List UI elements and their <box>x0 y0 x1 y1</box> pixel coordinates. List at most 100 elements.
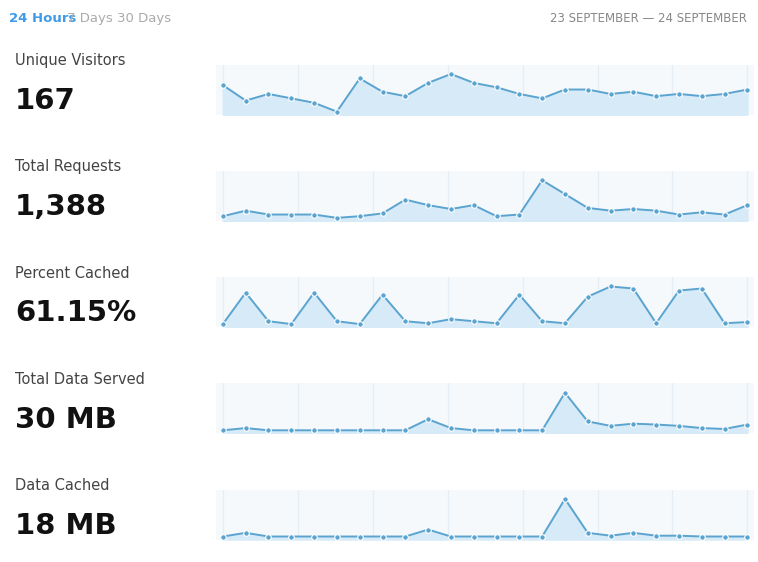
Point <box>490 426 503 435</box>
Point <box>445 205 457 214</box>
Point <box>604 206 616 215</box>
Point <box>377 532 389 541</box>
Point <box>308 210 320 219</box>
Point <box>490 212 503 221</box>
Point <box>445 424 457 433</box>
Point <box>719 532 731 541</box>
Point <box>604 531 616 540</box>
Point <box>719 210 731 219</box>
Point <box>377 209 389 218</box>
Point <box>217 426 229 435</box>
Text: 18 MB: 18 MB <box>15 512 117 540</box>
Point <box>240 288 252 297</box>
Point <box>285 210 297 219</box>
Text: Percent Cached: Percent Cached <box>15 266 130 280</box>
Point <box>445 532 457 541</box>
Point <box>330 214 343 223</box>
Point <box>513 290 525 299</box>
Point <box>604 422 616 430</box>
Point <box>719 319 731 328</box>
Text: 1,388: 1,388 <box>15 193 107 221</box>
Point <box>741 85 753 94</box>
Point <box>354 320 366 329</box>
Point <box>650 319 662 328</box>
Point <box>673 89 685 98</box>
Point <box>285 94 297 103</box>
Point <box>217 320 229 329</box>
Point <box>330 532 343 541</box>
Point <box>377 426 389 435</box>
Point <box>445 70 457 79</box>
Point <box>559 495 571 504</box>
Point <box>377 87 389 96</box>
Point <box>696 284 708 293</box>
Text: Total Requests: Total Requests <box>15 160 121 174</box>
Point <box>262 317 274 326</box>
Point <box>285 426 297 435</box>
Point <box>536 94 548 103</box>
Point <box>422 78 434 87</box>
Point <box>240 424 252 433</box>
Point <box>650 92 662 101</box>
Text: 23 SEPTEMBER — 24 SEPTEMBER: 23 SEPTEMBER — 24 SEPTEMBER <box>550 12 747 25</box>
Point <box>581 528 594 537</box>
Point <box>354 426 366 435</box>
Point <box>468 426 480 435</box>
Point <box>536 317 548 326</box>
Text: 30 MB: 30 MB <box>15 406 117 434</box>
Point <box>330 426 343 435</box>
Point <box>719 424 731 433</box>
Point <box>581 85 594 94</box>
Point <box>354 532 366 541</box>
Point <box>217 80 229 89</box>
Point <box>673 422 685 430</box>
Point <box>719 89 731 98</box>
Point <box>513 210 525 219</box>
Point <box>650 206 662 215</box>
Point <box>377 290 389 299</box>
Point <box>468 317 480 326</box>
Point <box>559 189 571 198</box>
Point <box>262 426 274 435</box>
Point <box>741 532 753 541</box>
Point <box>240 206 252 215</box>
Point <box>513 426 525 435</box>
Point <box>673 286 685 295</box>
Point <box>262 210 274 219</box>
Point <box>468 532 480 541</box>
Point <box>354 212 366 221</box>
Point <box>673 531 685 540</box>
Point <box>581 292 594 301</box>
Text: 61.15%: 61.15% <box>15 300 136 328</box>
Point <box>696 208 708 217</box>
Text: 30 Days: 30 Days <box>117 12 171 25</box>
Point <box>308 288 320 297</box>
Point <box>217 532 229 541</box>
Point <box>262 89 274 98</box>
Point <box>559 388 571 397</box>
Point <box>422 415 434 424</box>
Text: Unique Visitors: Unique Visitors <box>15 53 126 68</box>
Point <box>330 317 343 326</box>
Point <box>330 107 343 116</box>
Point <box>741 201 753 210</box>
Point <box>399 195 412 204</box>
Point <box>308 98 320 107</box>
Point <box>399 426 412 435</box>
Point <box>650 531 662 540</box>
Point <box>399 92 412 101</box>
Point <box>650 420 662 429</box>
Point <box>741 420 753 429</box>
Text: 167: 167 <box>15 87 76 115</box>
Point <box>581 417 594 426</box>
Point <box>354 74 366 83</box>
Point <box>628 419 640 428</box>
Point <box>696 532 708 541</box>
Text: Total Data Served: Total Data Served <box>15 372 145 387</box>
Point <box>628 205 640 214</box>
Point <box>468 201 480 210</box>
Point <box>696 424 708 433</box>
Point <box>399 532 412 541</box>
Point <box>628 284 640 293</box>
Point <box>536 426 548 435</box>
